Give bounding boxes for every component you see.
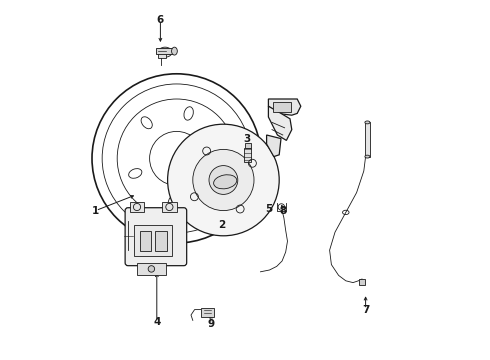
- Bar: [245, 143, 251, 148]
- Bar: [134, 225, 172, 256]
- Bar: [162, 202, 176, 212]
- Bar: [156, 48, 174, 54]
- Ellipse shape: [172, 47, 177, 55]
- Bar: [201, 308, 214, 317]
- Polygon shape: [269, 106, 292, 140]
- Bar: [140, 231, 151, 251]
- Circle shape: [193, 149, 254, 211]
- Bar: [273, 102, 291, 112]
- Circle shape: [148, 266, 155, 272]
- Text: 8: 8: [279, 206, 287, 216]
- Bar: [365, 122, 370, 157]
- Ellipse shape: [365, 155, 370, 158]
- Circle shape: [168, 124, 279, 236]
- Ellipse shape: [365, 121, 370, 124]
- Text: 3: 3: [243, 134, 250, 144]
- Text: 1: 1: [92, 206, 99, 216]
- Text: 5: 5: [265, 204, 272, 214]
- FancyBboxPatch shape: [125, 208, 187, 266]
- Bar: [155, 231, 167, 251]
- Text: 4: 4: [153, 317, 161, 327]
- Polygon shape: [269, 99, 301, 115]
- Bar: [245, 148, 251, 162]
- Text: 2: 2: [218, 220, 225, 230]
- Bar: [130, 202, 144, 212]
- Ellipse shape: [158, 47, 172, 57]
- Text: 9: 9: [207, 319, 214, 329]
- Text: 6: 6: [157, 15, 164, 25]
- Circle shape: [209, 166, 238, 194]
- Polygon shape: [267, 135, 281, 157]
- Ellipse shape: [214, 175, 237, 189]
- Bar: [360, 279, 365, 285]
- Bar: [158, 49, 166, 58]
- Text: 7: 7: [362, 305, 369, 315]
- Bar: [137, 263, 166, 275]
